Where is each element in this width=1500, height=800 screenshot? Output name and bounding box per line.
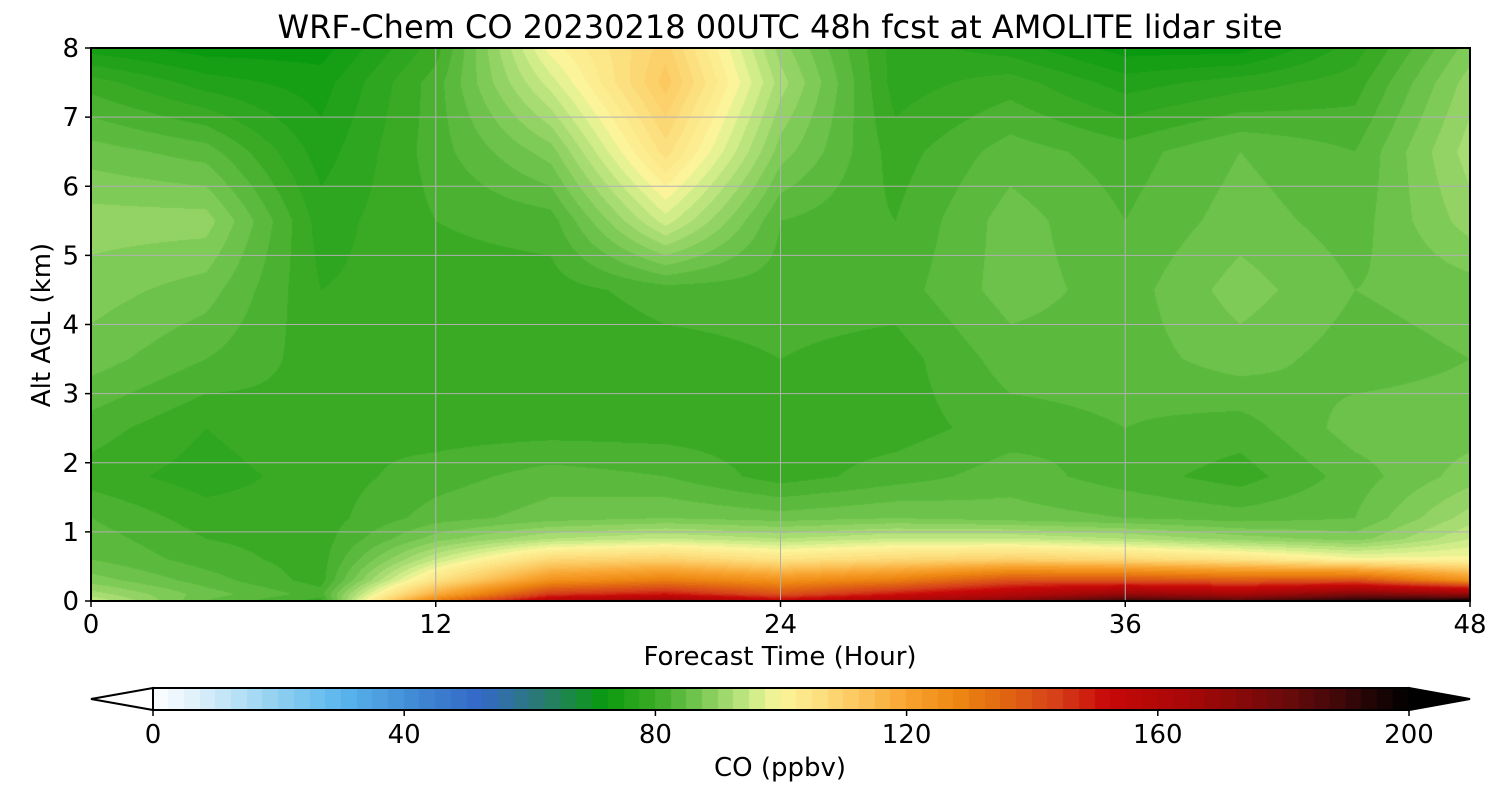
colorbar-tick-label: 0 [145,720,162,750]
y-tick-label: 8 [62,34,79,64]
y-axis-label: Alt AGL (km) [27,243,57,407]
colorbar-tick-label: 200 [1384,720,1434,750]
colorbar-tick-label: 80 [639,720,672,750]
y-tick-label: 1 [62,518,79,548]
colorbar-ticks: 0 40 80 120 160 200 [145,710,1434,750]
y-tick-label: 2 [62,449,79,479]
y-tick-label: 6 [62,172,79,202]
y-tick-label: 7 [62,103,79,133]
x-tick-label: 12 [419,610,452,640]
y-axis: 0 1 2 3 4 5 6 7 8 [62,34,91,617]
x-tick-label: 0 [83,610,100,640]
colorbar-extend-max [1408,686,1471,712]
colorbar-tick-label: 40 [388,720,421,750]
colorbar-tick-label: 160 [1133,720,1183,750]
colorbar-frame [152,687,1410,711]
y-tick-label: 0 [62,587,79,617]
colorbar: 0 40 80 120 160 200 CO (ppbv) [90,686,1471,783]
colorbar-extend-min [90,686,154,712]
plot-area [90,47,1471,602]
y-tick-label: 4 [62,311,79,341]
colorbar-tick-label: 120 [882,720,932,750]
colorbar-label: CO (ppbv) [714,753,846,783]
x-tick-label: 48 [1453,610,1486,640]
colorbar-gradient [153,688,1409,710]
x-tick-label: 36 [1109,610,1142,640]
y-tick-label: 3 [62,380,79,410]
x-tick-label: 24 [764,610,797,640]
chart-title: WRF-Chem CO 20230218 00UTC 48h fcst at A… [277,8,1282,46]
y-tick-label: 5 [62,241,79,271]
x-axis: 0 12 24 36 48 [83,601,1487,640]
x-axis-label: Forecast Time (Hour) [643,642,916,672]
